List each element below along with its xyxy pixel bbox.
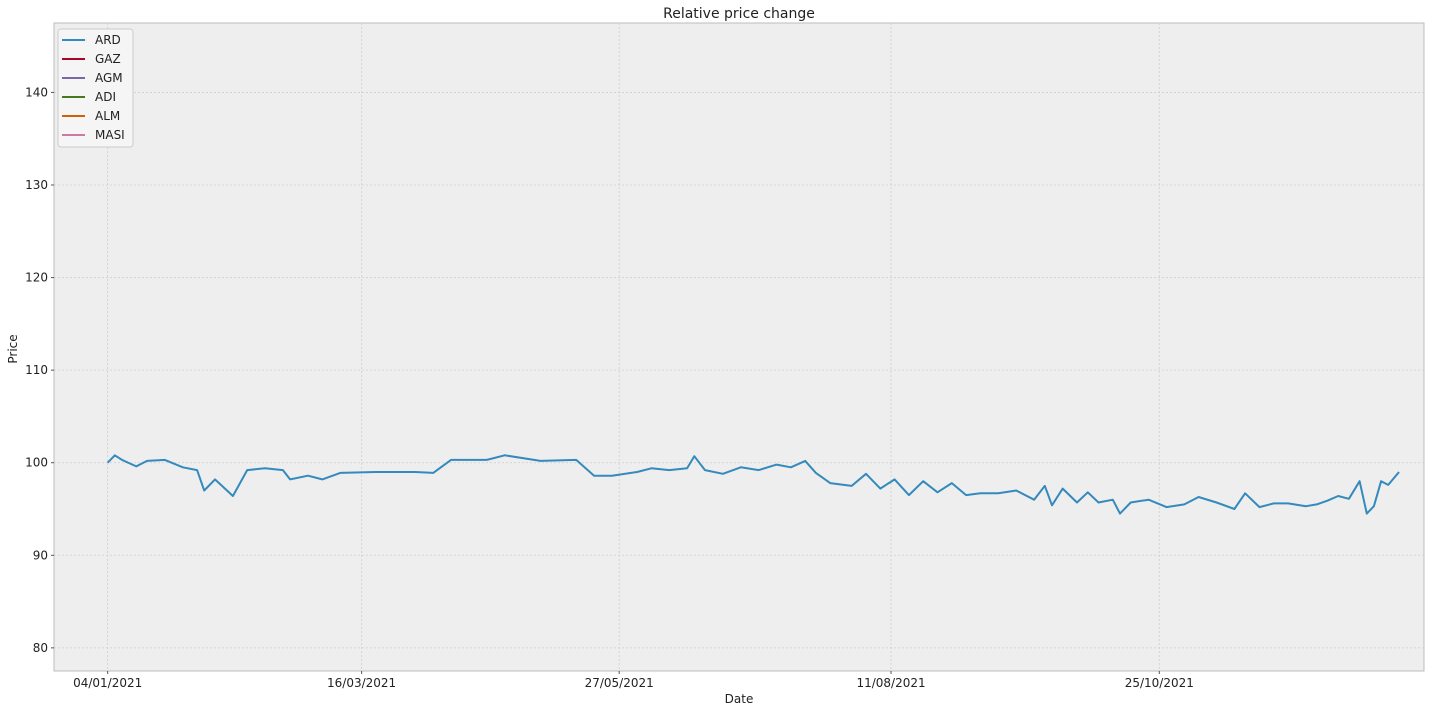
x-tick-label: 27/05/2021 [585,676,654,690]
legend-label-adi: ADI [95,90,116,104]
y-tick-label: 140 [25,85,48,99]
y-axis-title: Price [6,334,20,363]
plot-area [53,22,1425,672]
legend-label-masi: MASI [95,128,125,142]
x-axis-ticks: 04/01/2021 16/03/2021 27/05/2021 11/08/2021… [73,671,1194,690]
y-tick-label: 80 [33,641,48,655]
y-tick-label: 100 [25,456,48,470]
x-tick-label: 25/10/2021 [1125,676,1194,690]
y-tick-label: 130 [25,178,48,192]
legend-label-ard: ARD [95,33,121,47]
series-line-ard [106,454,1400,515]
legend-label-agm: AGM [95,71,123,85]
chart-title: Relative price change [663,6,815,22]
x-axis-title: Date [725,692,754,706]
x-tick-label: 11/08/2021 [856,676,925,690]
y-tick-label: 120 [25,271,48,285]
gridlines [54,23,1424,671]
y-tick-label: 90 [33,548,48,562]
legend-label-gaz: GAZ [95,52,121,66]
y-tick-label: 110 [25,363,48,377]
legend: ARD GAZ AGM ADI ALM MASI [57,28,134,148]
x-tick-label: 04/01/2021 [73,676,142,690]
y-axis-ticks: 80 90 100 110 120 130 140 [25,85,54,655]
x-tick-label: 16/03/2021 [327,676,396,690]
legend-label-alm: ALM [95,109,120,123]
series-lines [106,454,1400,515]
